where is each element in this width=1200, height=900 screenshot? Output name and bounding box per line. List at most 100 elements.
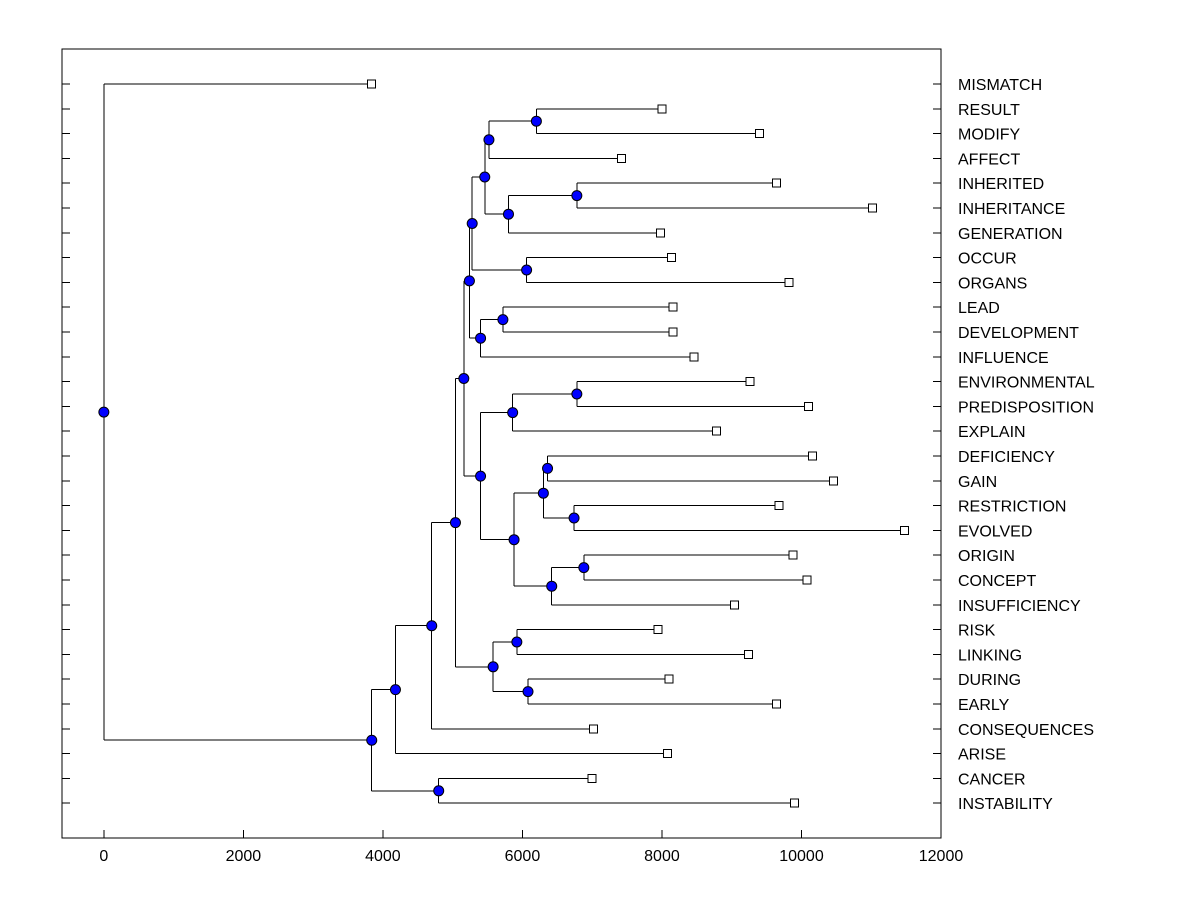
x-tick-label: 6000 — [505, 848, 541, 865]
merge-node — [502, 208, 514, 220]
merge-node — [466, 218, 478, 229]
leaf-label: INFLUENCE — [958, 350, 1049, 367]
x-tick-label: 4000 — [365, 848, 401, 865]
x-tick-label: 10000 — [779, 848, 824, 865]
plot-frame — [61, 48, 942, 839]
leaf-marker — [743, 649, 753, 659]
merge-node — [475, 332, 487, 344]
leaf-label: CONSEQUENCES — [958, 722, 1094, 739]
leaf-label: LINKING — [958, 647, 1022, 664]
leaf-marker — [668, 302, 678, 312]
leaf-markers — [367, 79, 910, 808]
x-tick-label: 2000 — [226, 848, 262, 865]
merge-nodes — [98, 115, 590, 797]
merge-node — [433, 785, 445, 797]
leaf-label: ARISE — [958, 747, 1006, 764]
leaf-label: GENERATION — [958, 226, 1063, 243]
leaf-marker — [668, 327, 678, 337]
leaf-label: EARLY — [958, 697, 1010, 714]
leaf-label: RESTRICTION — [958, 499, 1066, 516]
leaf-label: RESULT — [958, 102, 1020, 119]
leaf-marker — [790, 798, 799, 808]
leaf-marker — [755, 129, 765, 139]
leaf-marker — [774, 501, 784, 511]
leaf-marker — [616, 153, 626, 163]
merge-node — [578, 562, 590, 574]
merge-node — [426, 620, 438, 632]
leaf-label: INHERITED — [958, 176, 1044, 193]
merge-node — [475, 470, 487, 482]
leaf-labels: MISMATCH RESULT MODIFY AFFECT INHERITED INHER… — [958, 77, 1095, 813]
merge-node — [458, 373, 470, 384]
leaf-label: MISMATCH — [958, 77, 1042, 94]
leaf-marker — [900, 525, 910, 535]
merge-node — [483, 134, 495, 146]
leaf-ticks — [62, 83, 941, 804]
leaf-label: CONCEPT — [958, 573, 1036, 590]
leaf-marker — [829, 476, 839, 486]
leaf-marker — [771, 699, 781, 709]
leaf-label: ORGANS — [958, 275, 1027, 292]
leaf-label: OCCUR — [958, 251, 1017, 268]
leaf-label: ORIGIN — [958, 548, 1015, 565]
x-tick-label: 8000 — [644, 848, 680, 865]
leaf-marker — [784, 277, 794, 287]
merge-node — [571, 190, 583, 202]
leaf-label: INHERITANCE — [958, 201, 1065, 218]
leaf-marker — [657, 104, 667, 114]
leaf-marker — [667, 253, 677, 263]
merge-node — [542, 462, 554, 474]
leaf-marker — [664, 674, 674, 684]
leaf-label: GAIN — [958, 474, 997, 491]
leaf-label: CANCER — [958, 771, 1026, 788]
leaf-marker — [587, 773, 597, 783]
merge-node — [571, 388, 583, 400]
leaf-marker — [802, 575, 812, 585]
leaf-marker — [663, 749, 673, 759]
merge-node — [98, 406, 110, 418]
leaf-marker — [730, 600, 740, 610]
leaf-label: DURING — [958, 672, 1021, 689]
merge-node — [568, 512, 580, 524]
leaf-marker — [868, 203, 878, 213]
leaf-marker — [745, 377, 755, 387]
leaf-label: RISK — [958, 623, 996, 640]
leaf-label: MODIFY — [958, 127, 1021, 144]
merge-node — [546, 580, 558, 592]
leaf-label: DEVELOPMENT — [958, 325, 1079, 342]
leaf-label: INSTABILITY — [958, 796, 1053, 813]
leaf-label: EXPLAIN — [958, 424, 1026, 441]
merge-node — [537, 487, 549, 499]
leaf-marker — [589, 724, 599, 734]
leaf-marker — [653, 625, 663, 635]
leaf-marker — [689, 352, 699, 362]
leaf-marker — [803, 401, 813, 411]
leaf-marker — [367, 79, 377, 89]
merge-node — [389, 684, 401, 696]
leaf-marker — [656, 228, 666, 238]
leaf-label: EVOLVED — [958, 523, 1032, 540]
dendrogram-edges — [103, 83, 905, 804]
merge-node — [366, 734, 378, 746]
leaf-marker — [771, 178, 781, 188]
x-tick-label: 12000 — [919, 848, 964, 865]
leaf-marker — [711, 426, 721, 436]
leaf-label: ENVIRONMENTAL — [958, 375, 1095, 392]
leaf-label: PREDISPOSITION — [958, 399, 1094, 416]
merge-node — [449, 517, 461, 529]
x-axis: 0 2000 4000 6000 8000 10000 12000 — [99, 830, 963, 865]
leaf-marker — [788, 550, 798, 560]
merge-node — [511, 636, 523, 648]
merge-node — [463, 275, 475, 287]
merge-node — [507, 407, 519, 419]
merge-node — [530, 115, 542, 127]
leaf-marker — [808, 451, 818, 461]
merge-node — [521, 264, 533, 276]
merge-node — [508, 534, 520, 546]
merge-node — [487, 661, 499, 673]
leaf-label: AFFECT — [958, 151, 1020, 168]
leaf-label: INSUFFICIENCY — [958, 598, 1081, 615]
merge-node — [522, 686, 534, 698]
x-tick-label: 0 — [99, 848, 108, 865]
